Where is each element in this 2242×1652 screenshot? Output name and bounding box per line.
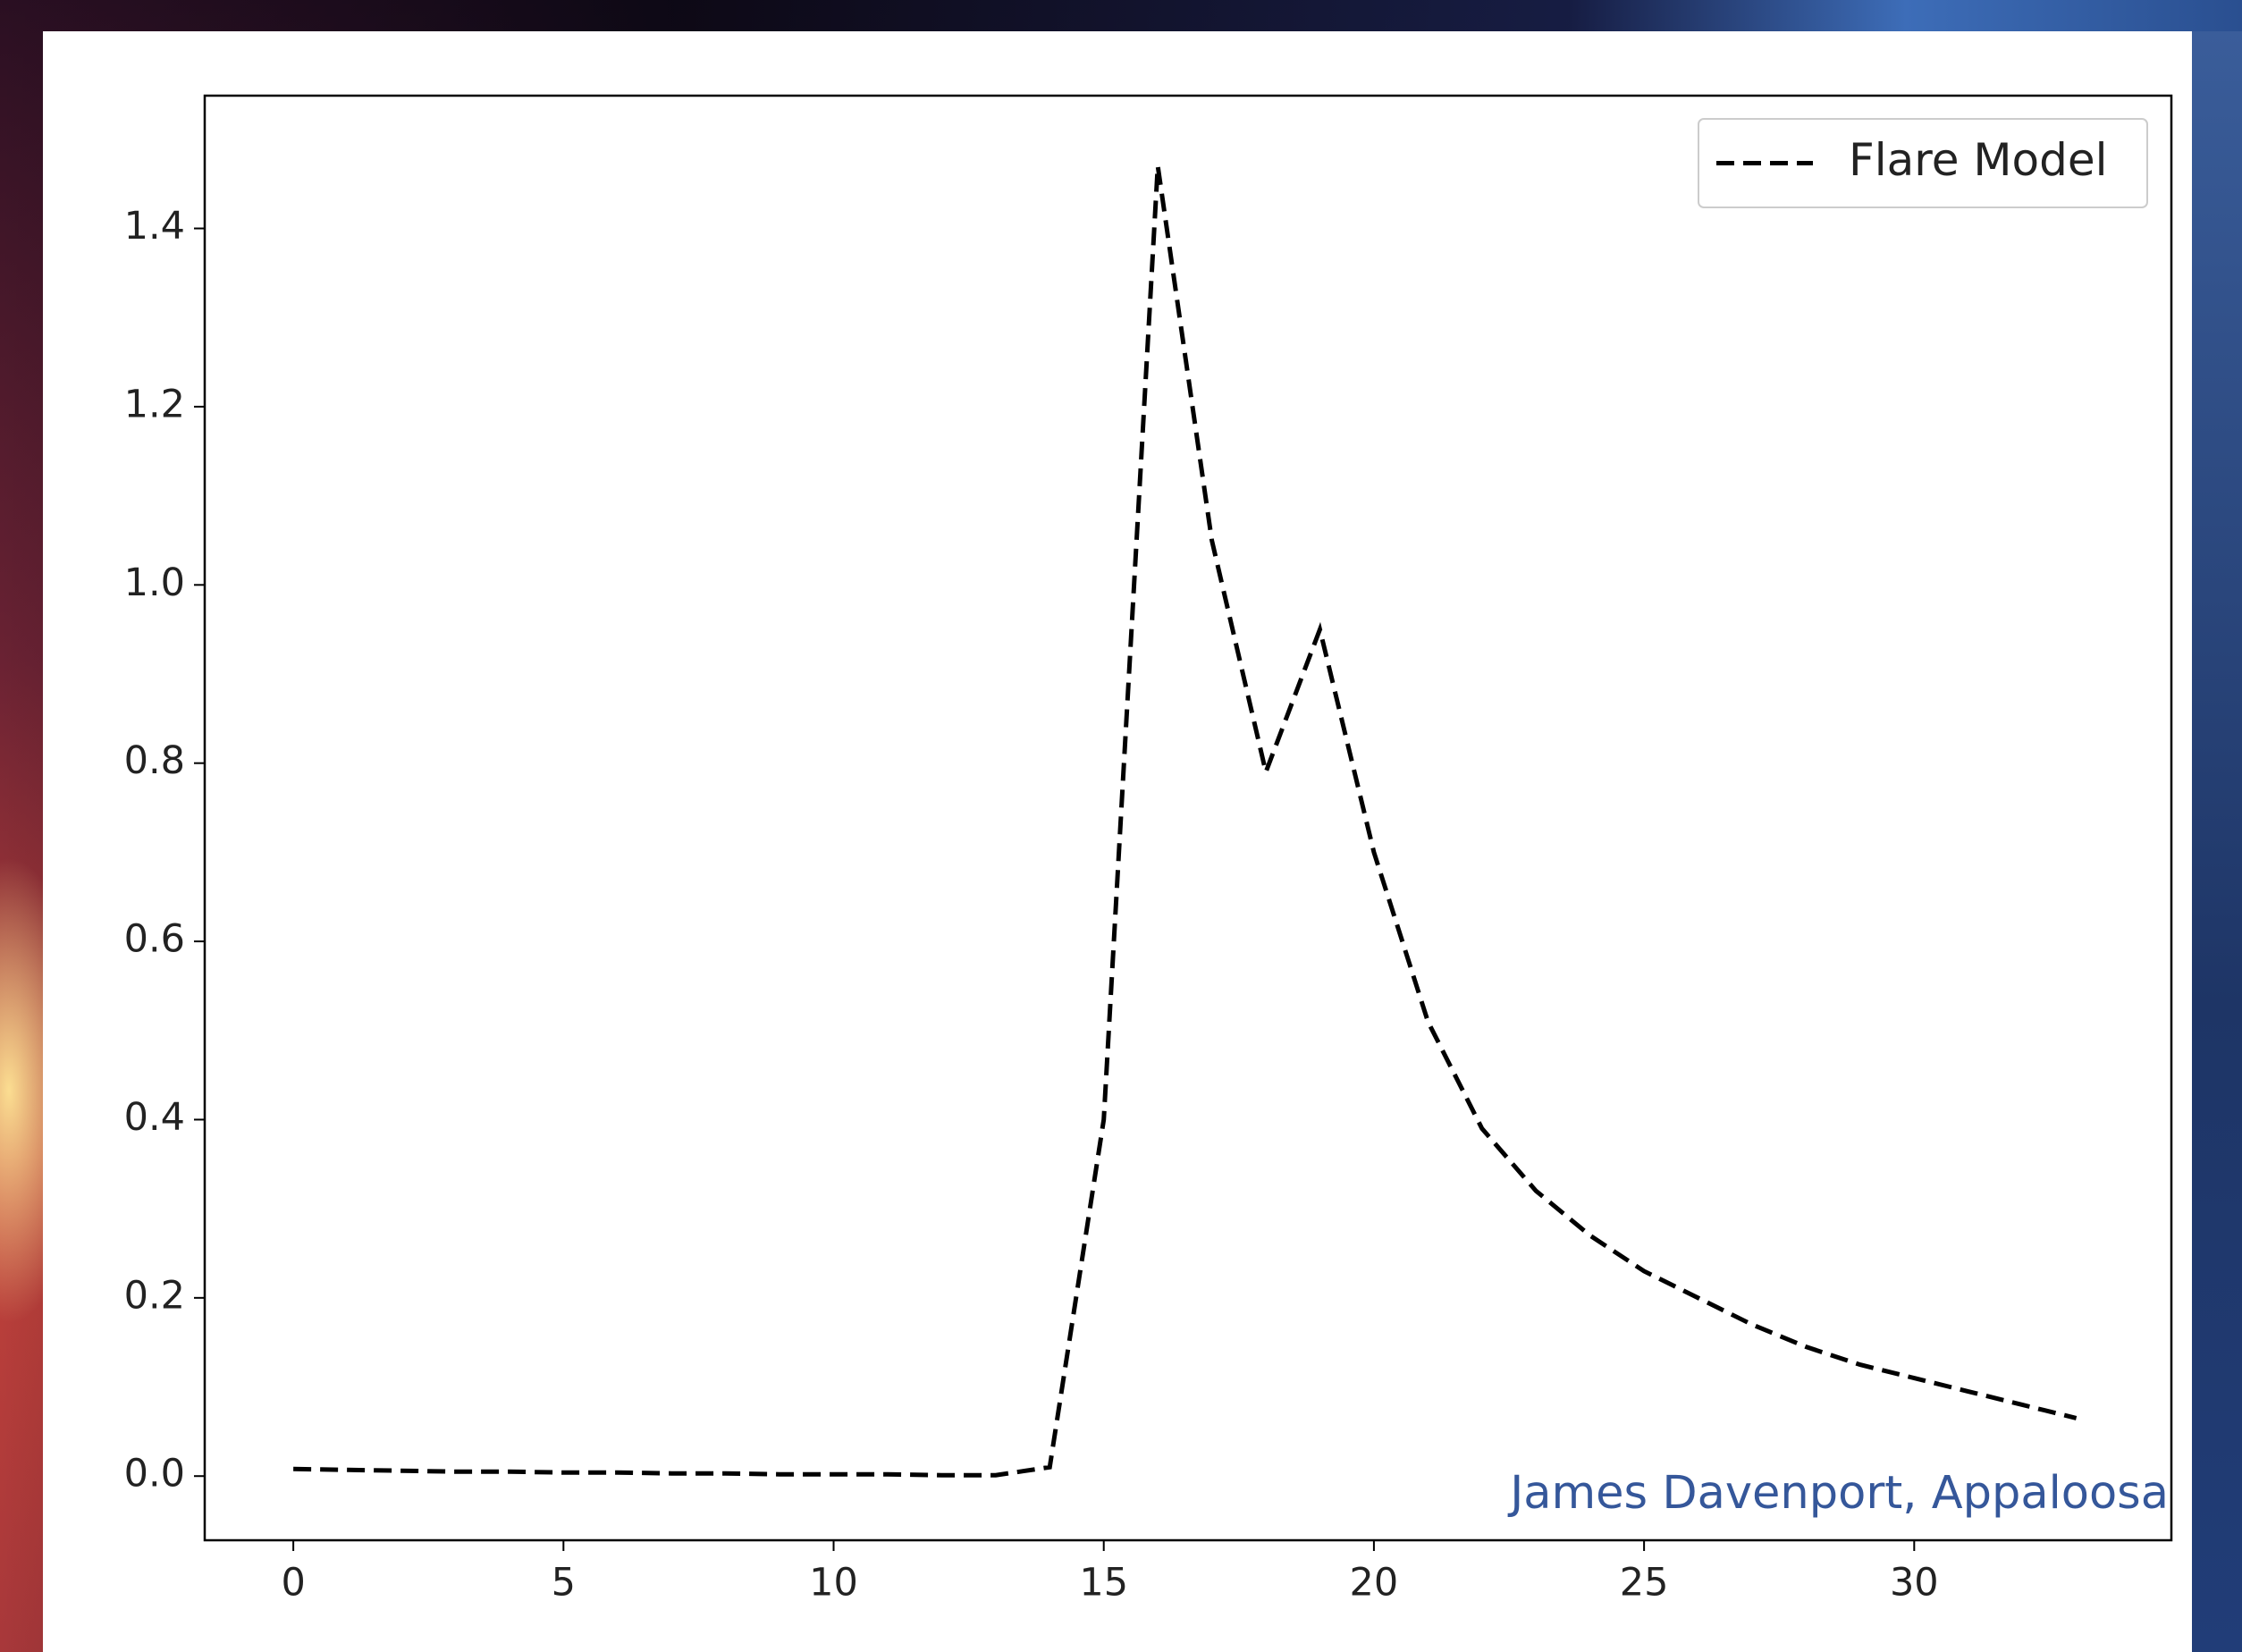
y-tick-label: 1.0 [124, 560, 185, 605]
y-tick-label: 0.8 [124, 738, 185, 783]
x-tick-label: 0 [281, 1561, 305, 1606]
y-tick-label: 1.2 [124, 382, 185, 426]
y-tick-label: 0.6 [124, 917, 185, 962]
panel [43, 31, 2242, 1652]
x-tick-label: 20 [1350, 1561, 1399, 1606]
x-tick-label: 30 [1890, 1561, 1939, 1606]
x-tick-label: 15 [1079, 1561, 1128, 1606]
y-tick-label: 0.4 [124, 1095, 185, 1140]
x-tick-label: 5 [552, 1561, 576, 1606]
y-tick-label: 1.4 [124, 204, 185, 249]
x-tick-label: 10 [809, 1561, 858, 1606]
annotation: James Davenport, Appaloosa [1507, 1467, 2169, 1520]
y-tick-label: 0.2 [124, 1273, 185, 1318]
legend-label: Flare Model [1849, 134, 2108, 186]
background-strip [2192, 31, 2242, 1652]
y-tick-label: 0.0 [124, 1452, 185, 1496]
data-line [293, 165, 2078, 1478]
legend-box [1698, 118, 2148, 208]
legend: Flare Model [1698, 118, 2148, 208]
x-tick-label: 25 [1620, 1561, 1669, 1606]
plot-frame [203, 94, 2173, 1542]
